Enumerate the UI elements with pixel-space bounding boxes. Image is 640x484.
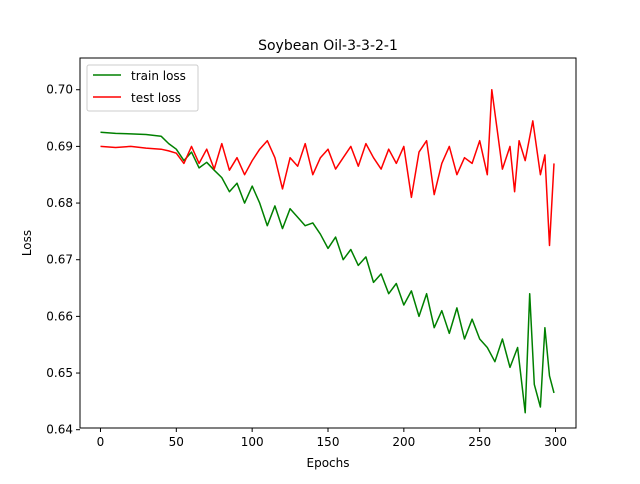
legend-label-test-loss: test loss — [131, 91, 181, 105]
x-tick-label: 150 — [317, 435, 340, 449]
plot-area — [100, 88, 555, 414]
x-axis-label: Epochs — [307, 456, 350, 470]
x-tick-label: 100 — [241, 435, 264, 449]
x-tick-label: 50 — [169, 435, 184, 449]
y-tick-label: 0.69 — [46, 139, 73, 153]
x-axis: 0 50 100 150 200 250 300 — [97, 428, 567, 449]
x-tick-label: 0 — [97, 435, 105, 449]
y-tick-label: 0.66 — [46, 309, 73, 323]
y-tick-label: 0.64 — [46, 423, 73, 437]
y-tick-label: 0.68 — [46, 196, 73, 210]
y-axis: 0.64 0.65 0.66 0.67 0.68 0.69 0.70 — [46, 83, 80, 437]
y-tick-label: 0.67 — [46, 253, 73, 267]
series-line-train-loss — [100, 131, 555, 414]
y-axis-label: Loss — [20, 230, 34, 256]
legend-label-train-loss: train loss — [131, 69, 186, 83]
series-line-test-loss — [100, 88, 555, 247]
y-tick-label: 0.65 — [46, 366, 73, 380]
chart-title: Soybean Oil-3-3-2-1 — [258, 38, 398, 54]
x-tick-label: 300 — [544, 435, 567, 449]
y-tick-label: 0.70 — [46, 83, 73, 97]
x-tick-label: 200 — [392, 435, 415, 449]
x-tick-label: 250 — [468, 435, 491, 449]
legend-box — [86, 64, 199, 112]
legend: train loss test loss — [86, 64, 199, 112]
